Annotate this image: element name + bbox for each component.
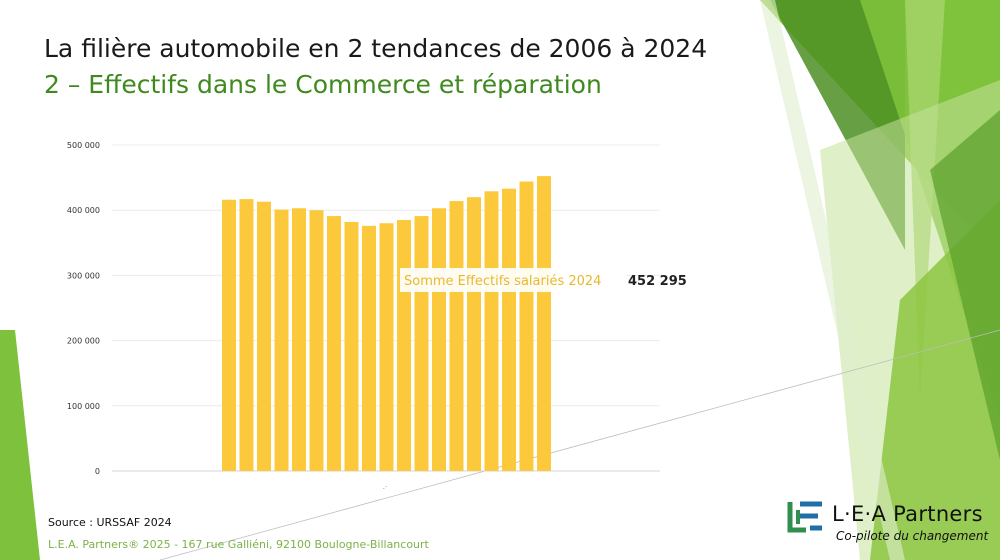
- x-axis-marker: .·: [383, 483, 387, 491]
- bar-2011: [309, 210, 324, 471]
- lea-partners-logo: L·E·A Partners Co-pilote du changement: [786, 500, 996, 550]
- bar-2022: [502, 188, 516, 471]
- y-tick-label: 200 000: [67, 337, 100, 346]
- bar-2012: [327, 216, 341, 471]
- y-tick-label: 500 000: [67, 141, 100, 150]
- bar-2016: [397, 219, 411, 471]
- tooltip-value: 452 295: [628, 274, 687, 289]
- bar-2018: [432, 208, 446, 471]
- bar-2024: [537, 176, 551, 472]
- bar-2013: [344, 221, 359, 471]
- y-tick-label: 0: [95, 467, 100, 476]
- logo-mark-icon: [787, 501, 822, 533]
- bar-2015: [379, 223, 394, 471]
- bar-2008: [257, 201, 271, 471]
- y-tick-label: 300 000: [67, 271, 100, 280]
- tooltip-label: Somme Effectifs salariés 2024: [404, 274, 601, 289]
- logo-tagline: Co-pilote du changement: [836, 529, 989, 543]
- bar-2006: [222, 199, 236, 471]
- logo-name: L·E·A Partners: [832, 502, 983, 526]
- y-tick-label: 400 000: [67, 206, 100, 215]
- slide-subtitle: 2 – Effectifs dans le Commerce et répara…: [44, 70, 602, 99]
- y-tick-label: 100 000: [67, 402, 100, 411]
- bar-2023: [519, 181, 534, 471]
- tooltip-box: [400, 268, 626, 292]
- bar-2019: [449, 201, 464, 471]
- bar-2009: [274, 209, 289, 471]
- bar-2010: [292, 208, 306, 471]
- bar-2017: [414, 216, 429, 471]
- bar-2014: [362, 225, 376, 471]
- bar-2021: [484, 191, 499, 472]
- footer-address: L.E.A. Partners® 2025 - 167 rue Galliéni…: [48, 538, 429, 551]
- source-note: Source : URSSAF 2024: [48, 516, 172, 529]
- bar-2020: [467, 197, 481, 471]
- slide-title: La filière automobile en 2 tendances de …: [44, 34, 708, 63]
- bar-2007: [239, 199, 254, 471]
